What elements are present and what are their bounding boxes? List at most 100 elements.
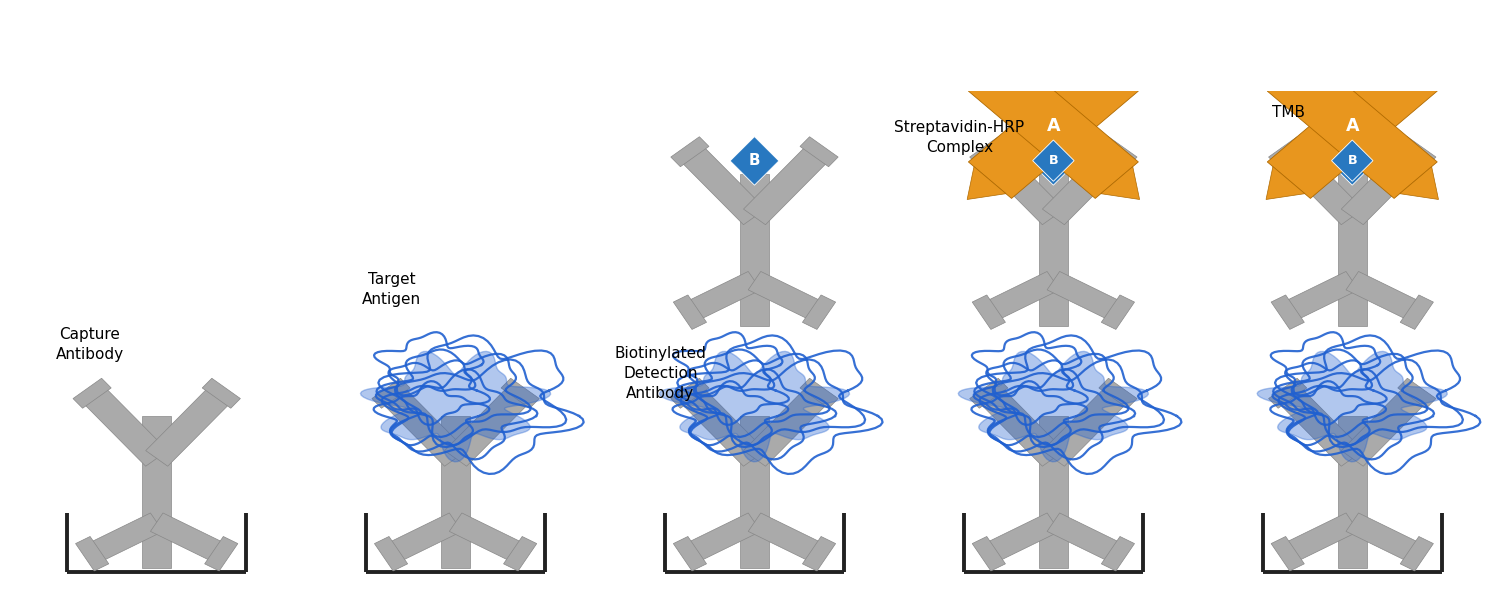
Polygon shape bbox=[969, 55, 1138, 199]
Polygon shape bbox=[375, 536, 408, 571]
Polygon shape bbox=[1341, 145, 1426, 225]
Polygon shape bbox=[1029, 137, 1078, 185]
Polygon shape bbox=[1284, 271, 1359, 320]
Polygon shape bbox=[958, 352, 1149, 462]
Text: TMB: TMB bbox=[1272, 105, 1305, 120]
Polygon shape bbox=[800, 378, 838, 408]
Polygon shape bbox=[986, 513, 1059, 562]
Text: Biotinylated
Detection
Antibody: Biotinylated Detection Antibody bbox=[615, 346, 706, 401]
Polygon shape bbox=[1101, 167, 1140, 199]
Polygon shape bbox=[1270, 536, 1305, 571]
Polygon shape bbox=[744, 386, 830, 466]
Polygon shape bbox=[1101, 53, 1140, 86]
Polygon shape bbox=[660, 352, 849, 462]
Polygon shape bbox=[75, 536, 109, 571]
Polygon shape bbox=[441, 416, 470, 568]
Polygon shape bbox=[1040, 416, 1068, 568]
Polygon shape bbox=[1266, 53, 1305, 86]
Text: B: B bbox=[1047, 154, 1059, 169]
Polygon shape bbox=[360, 352, 550, 462]
Polygon shape bbox=[1398, 137, 1435, 167]
Polygon shape bbox=[1269, 378, 1306, 408]
Text: Capture
Antibody: Capture Antibody bbox=[56, 327, 123, 362]
Polygon shape bbox=[146, 386, 231, 466]
Polygon shape bbox=[670, 137, 710, 167]
Polygon shape bbox=[501, 378, 540, 408]
Polygon shape bbox=[969, 137, 1008, 167]
Polygon shape bbox=[1400, 536, 1434, 571]
Polygon shape bbox=[142, 416, 171, 568]
Polygon shape bbox=[680, 145, 765, 225]
Polygon shape bbox=[1346, 271, 1420, 320]
Polygon shape bbox=[1032, 140, 1074, 181]
Circle shape bbox=[1323, 0, 1500, 18]
Text: HRP: HRP bbox=[1336, 0, 1368, 9]
Polygon shape bbox=[1284, 513, 1359, 562]
Polygon shape bbox=[1278, 386, 1364, 466]
Polygon shape bbox=[202, 378, 240, 408]
Text: Streptavidin-HRP
Complex: Streptavidin-HRP Complex bbox=[894, 120, 1024, 155]
Polygon shape bbox=[1341, 386, 1426, 466]
Polygon shape bbox=[972, 295, 1005, 329]
Text: B: B bbox=[1347, 154, 1358, 169]
Polygon shape bbox=[1328, 137, 1377, 185]
Polygon shape bbox=[150, 513, 225, 562]
Circle shape bbox=[1004, 0, 1104, 44]
Polygon shape bbox=[980, 145, 1065, 225]
Polygon shape bbox=[686, 271, 760, 320]
Polygon shape bbox=[686, 513, 760, 562]
Polygon shape bbox=[986, 271, 1059, 320]
Polygon shape bbox=[1269, 137, 1306, 167]
Polygon shape bbox=[1040, 175, 1068, 326]
Polygon shape bbox=[1257, 352, 1448, 462]
Polygon shape bbox=[1400, 167, 1438, 199]
Text: HRP: HRP bbox=[1038, 0, 1070, 9]
Polygon shape bbox=[1042, 145, 1128, 225]
Text: Target
Antigen: Target Antigen bbox=[362, 272, 422, 307]
Text: A: A bbox=[1346, 118, 1359, 136]
Text: B: B bbox=[1347, 154, 1358, 167]
Circle shape bbox=[1302, 0, 1402, 44]
Polygon shape bbox=[1268, 55, 1437, 199]
Polygon shape bbox=[730, 137, 778, 185]
Polygon shape bbox=[450, 513, 524, 562]
Polygon shape bbox=[680, 386, 765, 466]
Polygon shape bbox=[1047, 513, 1122, 562]
Polygon shape bbox=[1047, 271, 1122, 320]
Polygon shape bbox=[800, 137, 838, 167]
Polygon shape bbox=[980, 386, 1065, 466]
Polygon shape bbox=[802, 295, 836, 329]
Polygon shape bbox=[88, 513, 164, 562]
Polygon shape bbox=[204, 536, 238, 571]
Polygon shape bbox=[670, 378, 710, 408]
Polygon shape bbox=[969, 55, 1138, 199]
Polygon shape bbox=[444, 386, 530, 466]
Polygon shape bbox=[1338, 416, 1366, 568]
Polygon shape bbox=[968, 53, 1006, 86]
Polygon shape bbox=[1268, 55, 1437, 199]
Text: A: A bbox=[1047, 118, 1060, 136]
Polygon shape bbox=[1101, 295, 1134, 329]
Polygon shape bbox=[82, 386, 168, 466]
Polygon shape bbox=[1101, 536, 1134, 571]
Polygon shape bbox=[1278, 145, 1364, 225]
Polygon shape bbox=[674, 536, 706, 571]
Polygon shape bbox=[744, 145, 830, 225]
Polygon shape bbox=[1042, 386, 1128, 466]
Circle shape bbox=[1310, 0, 1500, 29]
Polygon shape bbox=[1270, 295, 1305, 329]
Polygon shape bbox=[1400, 295, 1434, 329]
Polygon shape bbox=[748, 271, 824, 320]
Circle shape bbox=[1296, 0, 1500, 41]
Circle shape bbox=[1282, 0, 1500, 52]
Polygon shape bbox=[968, 167, 1006, 199]
Polygon shape bbox=[504, 536, 537, 571]
Polygon shape bbox=[802, 536, 836, 571]
Polygon shape bbox=[748, 513, 824, 562]
Polygon shape bbox=[1338, 175, 1366, 326]
Polygon shape bbox=[1266, 167, 1305, 199]
Polygon shape bbox=[1332, 140, 1372, 181]
Polygon shape bbox=[381, 386, 466, 466]
Polygon shape bbox=[1100, 378, 1137, 408]
Polygon shape bbox=[1398, 378, 1435, 408]
